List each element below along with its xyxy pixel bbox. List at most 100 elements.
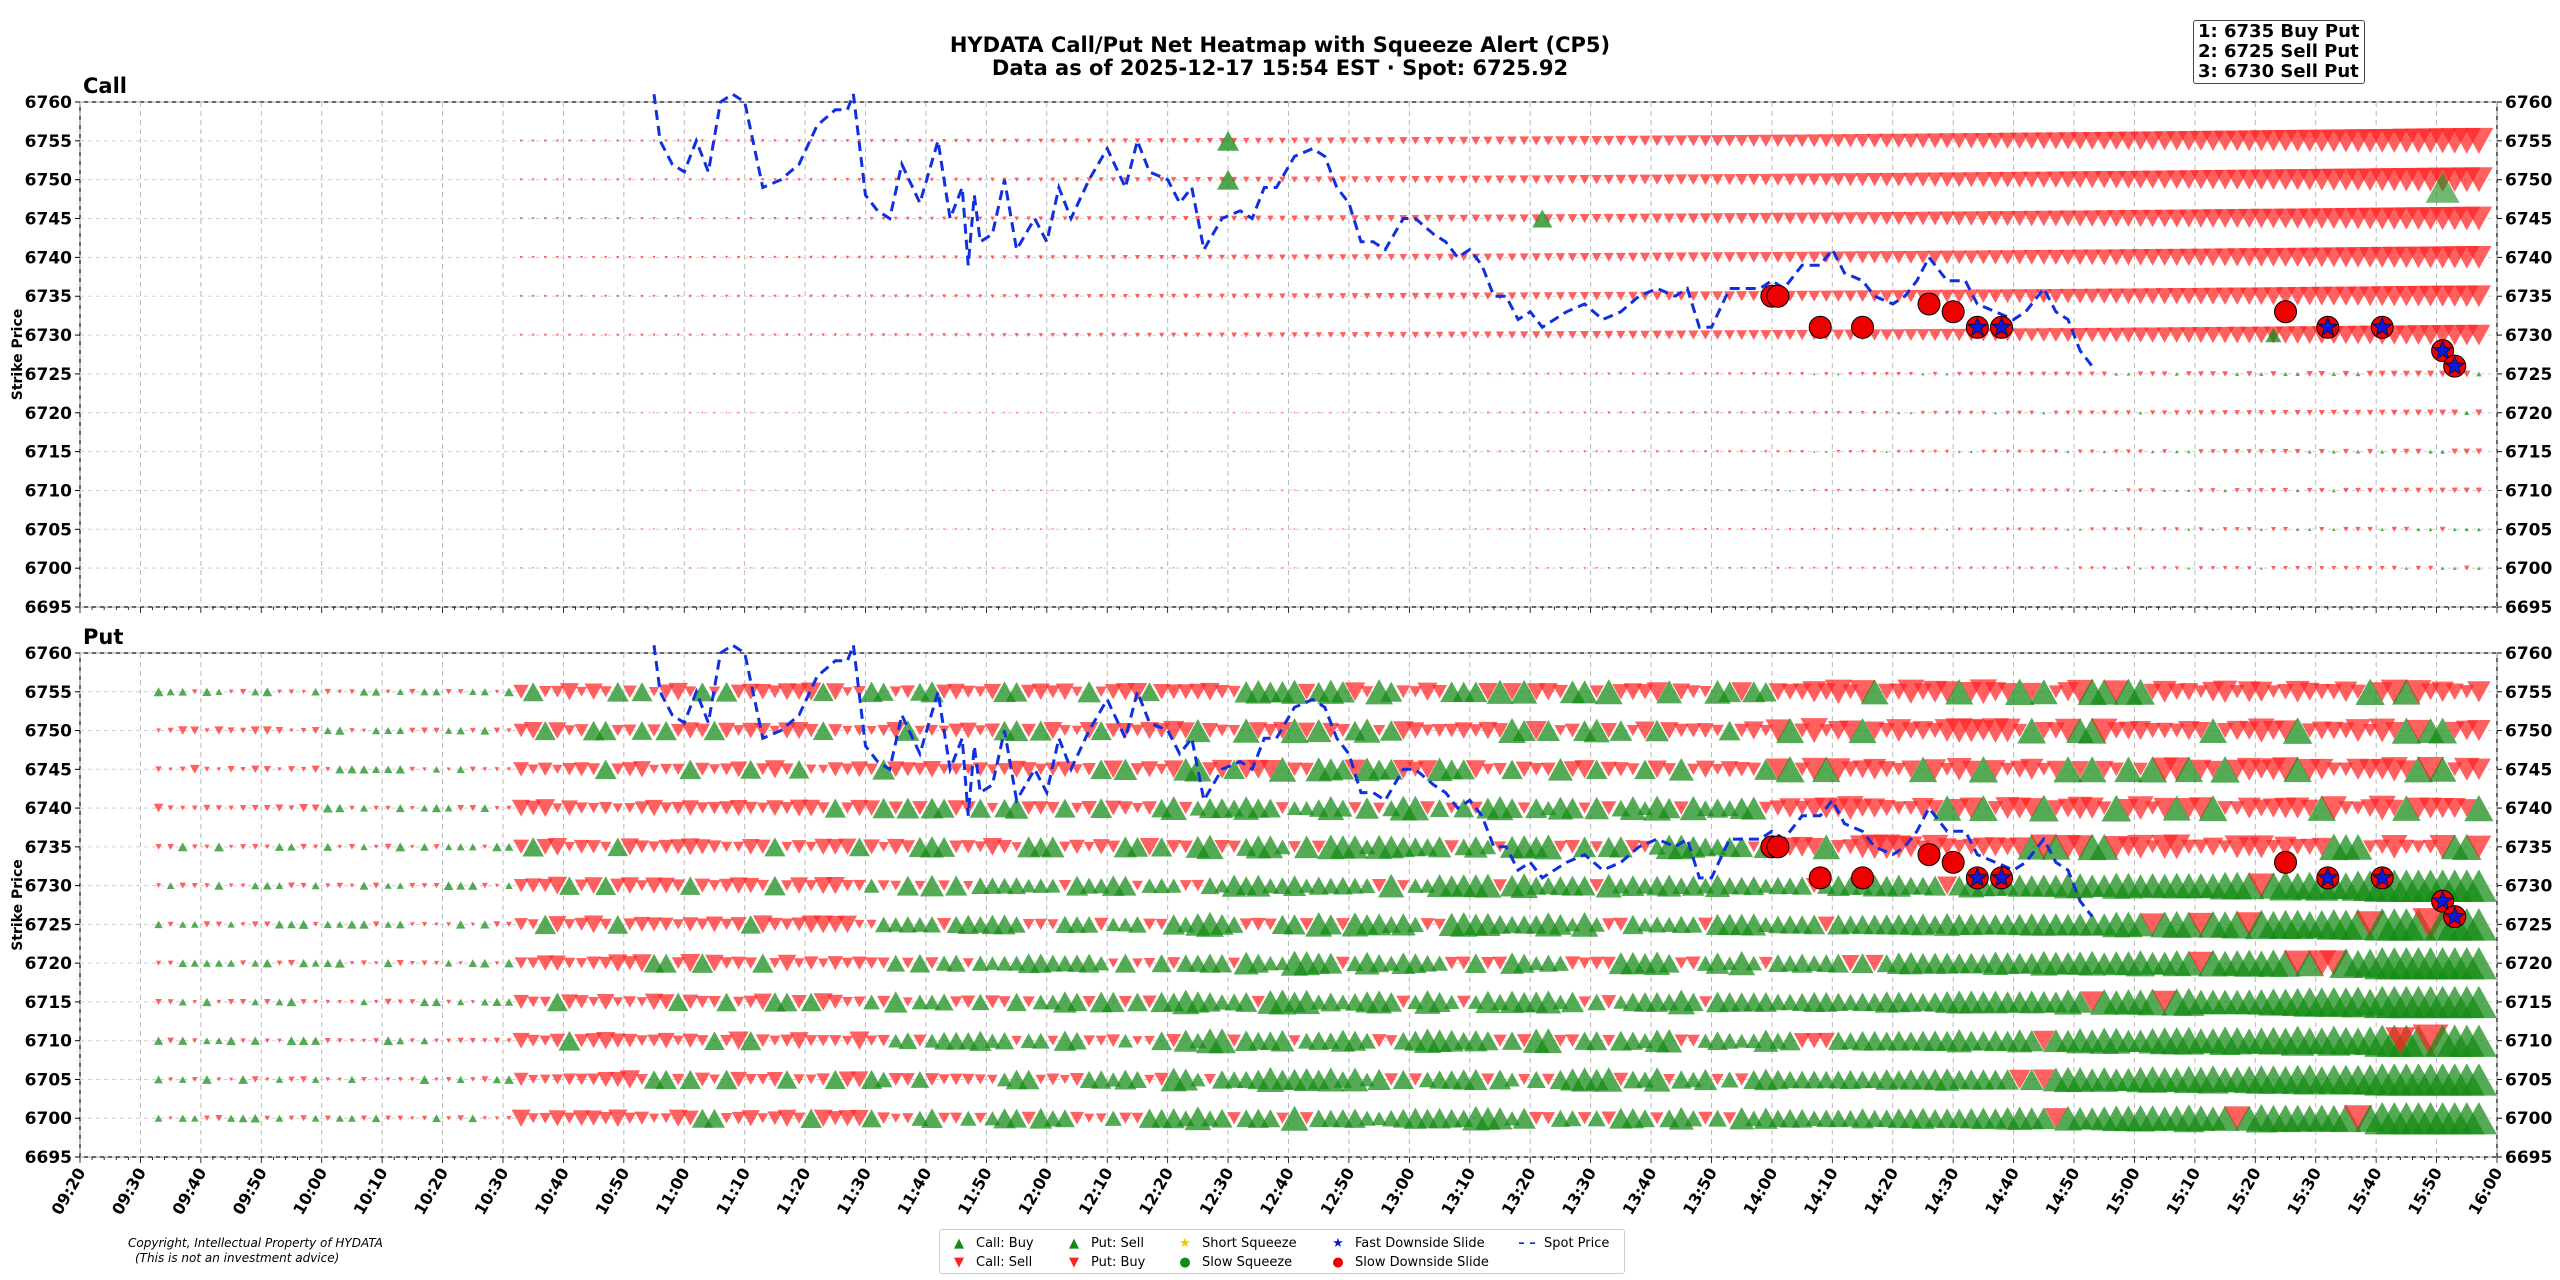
net-sell-triangle	[457, 804, 465, 812]
net-sell-triangle	[1522, 450, 1526, 453]
net-sell-triangle	[527, 764, 539, 775]
x-tick-label: 15:40	[2344, 1165, 2386, 1219]
net-sell-triangle	[797, 139, 801, 143]
net-buy-triangle	[1077, 681, 1101, 703]
net-buy-triangle	[679, 1069, 701, 1090]
net-sell-triangle	[1848, 527, 1853, 531]
net-sell-triangle	[2318, 370, 2326, 377]
net-sell-triangle	[1399, 331, 1407, 339]
net-buy-triangle	[1571, 680, 1598, 704]
net-buy-triangle	[934, 993, 954, 1011]
net-sell-triangle	[1051, 567, 1054, 570]
net-sell-triangle	[858, 373, 861, 375]
net-sell-triangle	[1848, 411, 1853, 415]
net-sell-triangle	[1832, 290, 1845, 302]
net-sell-triangle	[1712, 291, 1723, 302]
y-tick-label-right: 6700	[2505, 559, 2552, 579]
net-sell-triangle	[2005, 371, 2010, 377]
net-sell-triangle	[943, 373, 946, 375]
net-sell-triangle	[1987, 289, 2003, 304]
net-sell-triangle	[1631, 450, 1635, 453]
net-sell-triangle	[1998, 171, 2017, 188]
net-buy-triangle	[764, 837, 786, 857]
net-sell-triangle	[1727, 450, 1732, 454]
net-buy-triangle	[2077, 756, 2107, 783]
net-sell-triangle	[881, 139, 886, 143]
net-sell-triangle	[845, 178, 850, 182]
net-sell-triangle	[2034, 722, 2054, 740]
net-sell-triangle	[1035, 1074, 1047, 1085]
net-sell-triangle	[1543, 253, 1553, 262]
net-buy-triangle	[1957, 450, 1961, 453]
net-sell-triangle	[1927, 172, 1944, 187]
net-sell-triangle	[1635, 721, 1655, 740]
net-buy-triangle	[1501, 759, 1523, 780]
net-sell-triangle	[2229, 801, 2245, 815]
net-buy-triangle	[971, 955, 989, 971]
net-buy-triangle	[431, 803, 442, 813]
net-sell-triangle	[1088, 450, 1091, 453]
net-sell-triangle	[1098, 138, 1104, 144]
net-sell-triangle	[1399, 253, 1408, 261]
net-buy-triangle	[178, 1076, 187, 1083]
net-sell-triangle	[580, 217, 584, 220]
net-sell-triangle	[410, 844, 415, 849]
net-sell-triangle	[608, 1109, 628, 1127]
net-buy-triangle	[360, 843, 368, 851]
net-buy-triangle	[1369, 954, 1390, 973]
net-buy-triangle	[395, 920, 405, 929]
net-sell-triangle	[1402, 528, 1405, 531]
net-sell-triangle	[2156, 722, 2174, 739]
net-sell-triangle	[1636, 684, 1654, 700]
net-sell-triangle	[1074, 216, 1080, 221]
net-sell-triangle	[580, 256, 584, 259]
net-sell-triangle	[1432, 685, 1448, 699]
net-sell-triangle	[757, 1113, 769, 1124]
net-buy-triangle	[1406, 916, 1425, 933]
net-sell-triangle	[1351, 332, 1359, 339]
net-sell-triangle	[1026, 255, 1031, 260]
net-sell-triangle	[470, 1077, 476, 1082]
net-buy-triangle	[924, 1033, 940, 1048]
net-sell-triangle	[742, 877, 760, 894]
net-buy-triangle	[1585, 759, 1608, 780]
net-buy-triangle	[1526, 1070, 1546, 1089]
net-sell-triangle	[1303, 137, 1311, 145]
net-sell-triangle	[1927, 211, 1943, 226]
net-buy-triangle	[1560, 797, 1585, 819]
net-sell-triangle	[325, 767, 331, 772]
net-sell-triangle	[623, 996, 637, 1008]
net-sell-triangle	[1583, 528, 1586, 531]
net-sell-triangle	[299, 804, 309, 813]
net-sell-triangle	[1079, 721, 1099, 740]
net-sell-triangle	[955, 489, 958, 492]
net-sell-triangle	[713, 411, 716, 414]
net-sell-triangle	[990, 294, 995, 299]
net-sell-triangle	[1625, 840, 1641, 854]
net-sell-triangle	[288, 805, 295, 811]
net-sell-triangle	[469, 804, 477, 812]
net-sell-triangle	[1462, 450, 1465, 453]
net-sell-triangle	[1921, 527, 1925, 531]
net-sell-triangle	[2119, 249, 2138, 266]
net-buy-triangle	[1113, 758, 1138, 781]
net-sell-triangle	[1153, 684, 1171, 700]
net-sell-triangle	[263, 766, 271, 773]
net-buy-triangle	[347, 920, 357, 929]
net-sell-triangle	[1711, 724, 1724, 737]
net-sell-triangle	[724, 178, 729, 182]
net-sell-triangle	[1824, 488, 1829, 493]
net-sell-triangle	[532, 567, 535, 570]
net-buy-triangle	[2066, 566, 2070, 570]
net-buy-triangle	[911, 994, 929, 1010]
net-sell-triangle	[469, 766, 476, 772]
net-sell-triangle	[1643, 489, 1647, 492]
net-sell-triangle	[1987, 211, 2004, 226]
net-sell-triangle	[930, 411, 933, 414]
net-sell-triangle	[1855, 212, 1870, 225]
net-sell-triangle	[653, 450, 656, 453]
net-sell-triangle	[731, 1111, 746, 1125]
net-sell-triangle	[1877, 683, 1896, 700]
net-sell-triangle	[1459, 214, 1468, 223]
net-buy-triangle	[983, 877, 1002, 894]
